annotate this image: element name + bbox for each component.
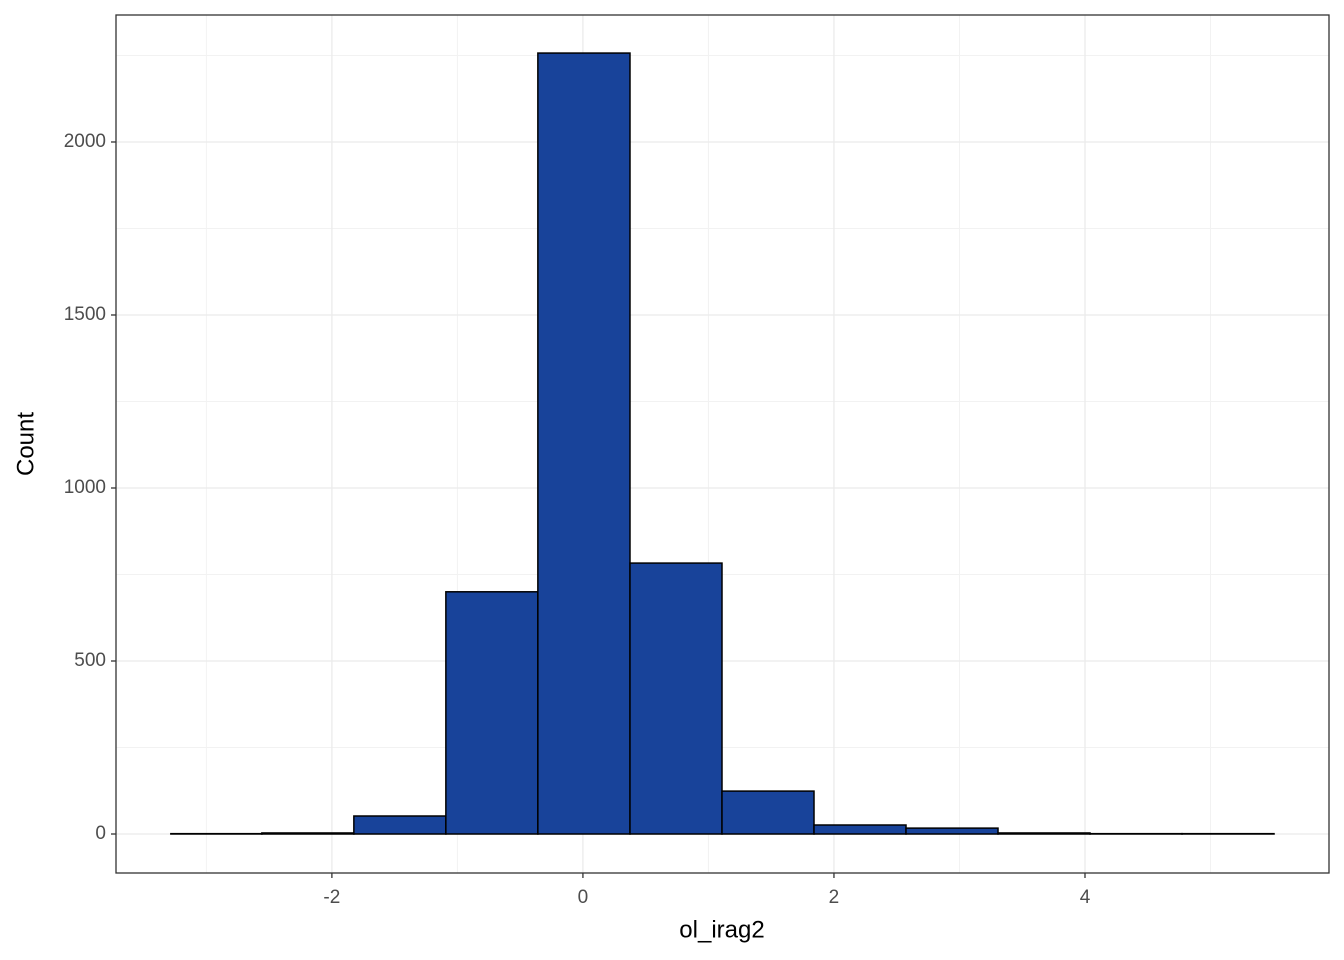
x-axis-title: ol_irag2 xyxy=(679,916,764,943)
y-tick-label: 1000 xyxy=(64,477,106,498)
panel-border xyxy=(115,14,1330,874)
y-tick-label: 2000 xyxy=(64,131,106,152)
x-tick-label: 4 xyxy=(1080,887,1091,908)
x-tick-label: -2 xyxy=(323,887,340,908)
bar xyxy=(537,52,631,835)
bar xyxy=(905,827,999,835)
y-axis-title: Count xyxy=(12,412,39,476)
x-tick-label: 0 xyxy=(578,887,589,908)
bar xyxy=(629,562,723,835)
y-tick-label: 1500 xyxy=(64,304,106,325)
bar xyxy=(997,832,1091,835)
bar xyxy=(445,591,539,835)
bar xyxy=(813,824,907,835)
y-tick-label: 500 xyxy=(74,650,106,671)
bar xyxy=(261,832,355,835)
y-tick-label: 0 xyxy=(95,823,106,844)
x-tick-label: 2 xyxy=(829,887,840,908)
bar xyxy=(721,790,815,835)
bar xyxy=(353,815,447,835)
